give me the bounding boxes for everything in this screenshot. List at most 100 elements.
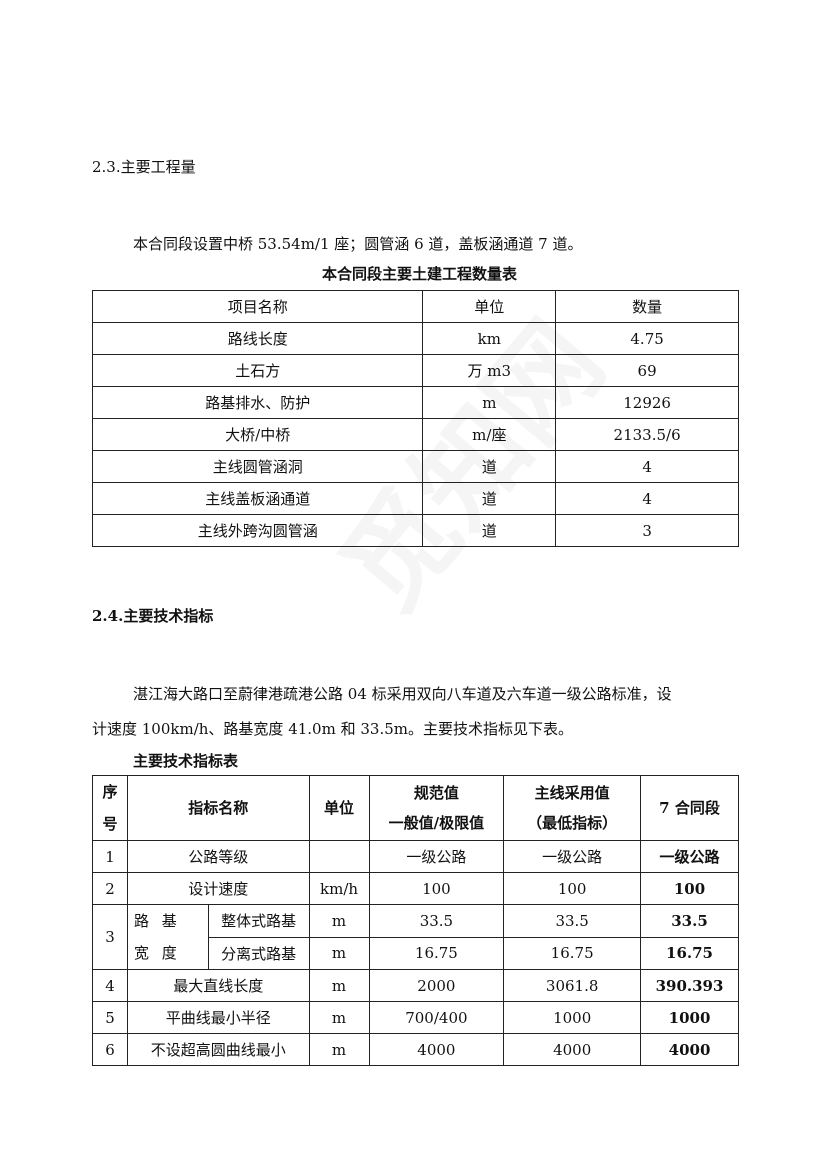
table-cell: 3 xyxy=(92,904,128,970)
header-spec: 规范值一般值/极限值 xyxy=(368,775,505,841)
paragraph-line: 计速度 100km/h、路基宽度 41.0m 和 33.5m。主要技术指标见下表… xyxy=(92,720,573,738)
table-cell: 公路等级 xyxy=(126,840,310,873)
table-cell: m xyxy=(308,969,370,1002)
table-cell: 100 xyxy=(640,872,739,905)
table-cell: 设计速度 xyxy=(126,872,310,905)
table-cell: m/座 xyxy=(422,418,557,451)
table-row: 主线圆管涵洞道 4 xyxy=(91,450,739,483)
section-heading-2-3: 2.3.主要工程量 xyxy=(92,158,196,176)
table-cell: 1000 xyxy=(503,1001,642,1034)
header-name: 指标名称 xyxy=(126,775,310,841)
table-cell: 4000 xyxy=(368,1033,505,1066)
table-cell: 不设超高圆曲线最小 xyxy=(126,1033,310,1066)
table-cell: m xyxy=(422,386,557,419)
table-cell: 4 xyxy=(92,969,128,1002)
table-cell: km/h xyxy=(308,872,370,905)
table-cell: 项目名称 xyxy=(91,290,424,323)
header-spec-2: 一般值/极限值 xyxy=(388,814,485,832)
table-cell: 2000 xyxy=(368,969,505,1002)
table-cell: 土石方 xyxy=(91,354,424,387)
table-cell: 一级公路 xyxy=(640,840,739,873)
table-cell: 主线盖板涵通道 xyxy=(91,482,424,515)
table-cell: 平曲线最小半径 xyxy=(126,1001,310,1034)
table-cell: 大桥/中桥 xyxy=(91,418,424,451)
table-row: 2 设计速度 km/h 100 100 100 xyxy=(92,872,739,905)
table-cell: 16.75 xyxy=(640,936,739,970)
table-cell: 万 m3 xyxy=(422,354,557,387)
table-cell: 69 xyxy=(555,354,739,387)
paragraph: 本合同段设置中桥 53.54m/1 座；圆管涵 6 道，盖板涵通道 7 道。 xyxy=(133,235,583,253)
table-cell: 3061.8 xyxy=(503,969,642,1002)
header-main: 主线采用值 （最低指标） xyxy=(503,775,642,841)
table-cell: km xyxy=(422,322,557,355)
table-caption: 本合同段主要土建工程数量表 xyxy=(322,265,518,283)
table-cell: 2 xyxy=(92,872,128,905)
table-row: 4 最大直线长度 m 2000 3061.8 390.393 xyxy=(92,969,739,1002)
table-cell: 单位 xyxy=(422,290,557,323)
table-cell: 4 xyxy=(555,450,739,483)
table-cell: m xyxy=(308,936,370,970)
table-cell: 整体式路基 xyxy=(207,904,310,938)
table-cell: 主线圆管涵洞 xyxy=(91,450,424,483)
table-cell: 12926 xyxy=(555,386,739,419)
table-cell: m xyxy=(308,1001,370,1034)
section-heading-2-4: 2.4.主要技术指标 xyxy=(92,607,214,625)
table-cell: 4000 xyxy=(503,1033,642,1066)
header-spec-1: 规范值 xyxy=(413,784,459,802)
table-cell: 道 xyxy=(422,514,557,547)
table-row: 土石方万 m3 69 xyxy=(91,354,739,387)
table-row: 6 不设超高圆曲线最小 m 4000 4000 4000 xyxy=(92,1033,739,1066)
table-cell: 700/400 xyxy=(368,1001,505,1034)
table-row: 5 平曲线最小半径 m 700/400 1000 1000 xyxy=(92,1001,739,1034)
table-cell: 4 xyxy=(555,482,739,515)
quantity-table: 项目名称 单位 数量 路线长度 km 4.75 土石方万 m3 69 路基排水、防护 m 12926… xyxy=(91,290,739,547)
table-cell: 路 基 宽 度 xyxy=(126,904,209,970)
table-cell: 4000 xyxy=(640,1033,739,1066)
table-cell: 数量 xyxy=(555,290,739,323)
header-main-2: （最低指标） xyxy=(527,814,618,832)
table-cell: 主线外跨沟圆管涵 xyxy=(91,514,424,547)
table-cell: 4.75 xyxy=(555,322,739,355)
table-cell: 3 xyxy=(555,514,739,547)
header-seg: 7 合同段 xyxy=(640,775,739,841)
table-row: 主线盖板涵通道道 4 xyxy=(91,482,739,515)
table-cell: 33.5 xyxy=(368,904,505,938)
table-caption: 主要技术指标表 xyxy=(133,752,239,770)
table-cell: 6 xyxy=(92,1033,128,1066)
table-row: 路基排水、防护 m 12926 xyxy=(91,386,739,419)
table-cell: m xyxy=(308,1033,370,1066)
table-cell: 100 xyxy=(368,872,505,905)
table-cell: 路基排水、防护 xyxy=(91,386,424,419)
table-row: 大桥/中桥 m/座 2133.5/6 xyxy=(91,418,739,451)
table-cell: 390.393 xyxy=(640,969,739,1002)
table-cell: 2133.5/6 xyxy=(555,418,739,451)
table-cell: m xyxy=(308,904,370,938)
table-cell: 16.75 xyxy=(503,936,642,970)
table-cell: 最大直线长度 xyxy=(126,969,310,1002)
table-cell: 1000 xyxy=(640,1001,739,1034)
table-cell: 道 xyxy=(422,450,557,483)
table-row: 1 公路等级 一级公路 一级公路 一级公路 xyxy=(92,840,739,873)
header-main-1: 主线采用值 xyxy=(534,784,610,802)
table-cell: 分离式路基 xyxy=(207,936,310,970)
table-cell: 16.75 xyxy=(368,936,505,970)
table-row: 主线外跨沟圆管涵道 3 xyxy=(91,514,739,547)
table-cell: 道 xyxy=(422,482,557,515)
table-cell: 33.5 xyxy=(503,904,642,938)
table-cell: 1 xyxy=(92,840,128,873)
header-unit: 单位 xyxy=(308,775,370,841)
table-row: 路线长度 km 4.75 xyxy=(91,322,739,355)
table-cell: 路线长度 xyxy=(91,322,424,355)
header-no: 序号 xyxy=(92,775,128,841)
table-cell: 5 xyxy=(92,1001,128,1034)
table-cell: 一级公路 xyxy=(503,840,642,873)
table-cell: 100 xyxy=(503,872,642,905)
tech-index-table: 序号 指标名称 单位 规范值 一般值/极限值 主线采用值 （最低指标） 7 合同段 … xyxy=(92,775,739,1066)
header-row: 序号 指标名称 单位 规范值一般值/极限值 主线采用值 （最低指标） 7 合同段 xyxy=(92,775,739,841)
paragraph-line: 湛江海大路口至蔚律港疏港公路 04 标采用双向八车道及六车道一级公路标准，设 xyxy=(133,685,672,703)
table-cell xyxy=(308,840,370,873)
table-cell: 33.5 xyxy=(640,904,739,938)
table-cell: 一级公路 xyxy=(368,840,505,873)
